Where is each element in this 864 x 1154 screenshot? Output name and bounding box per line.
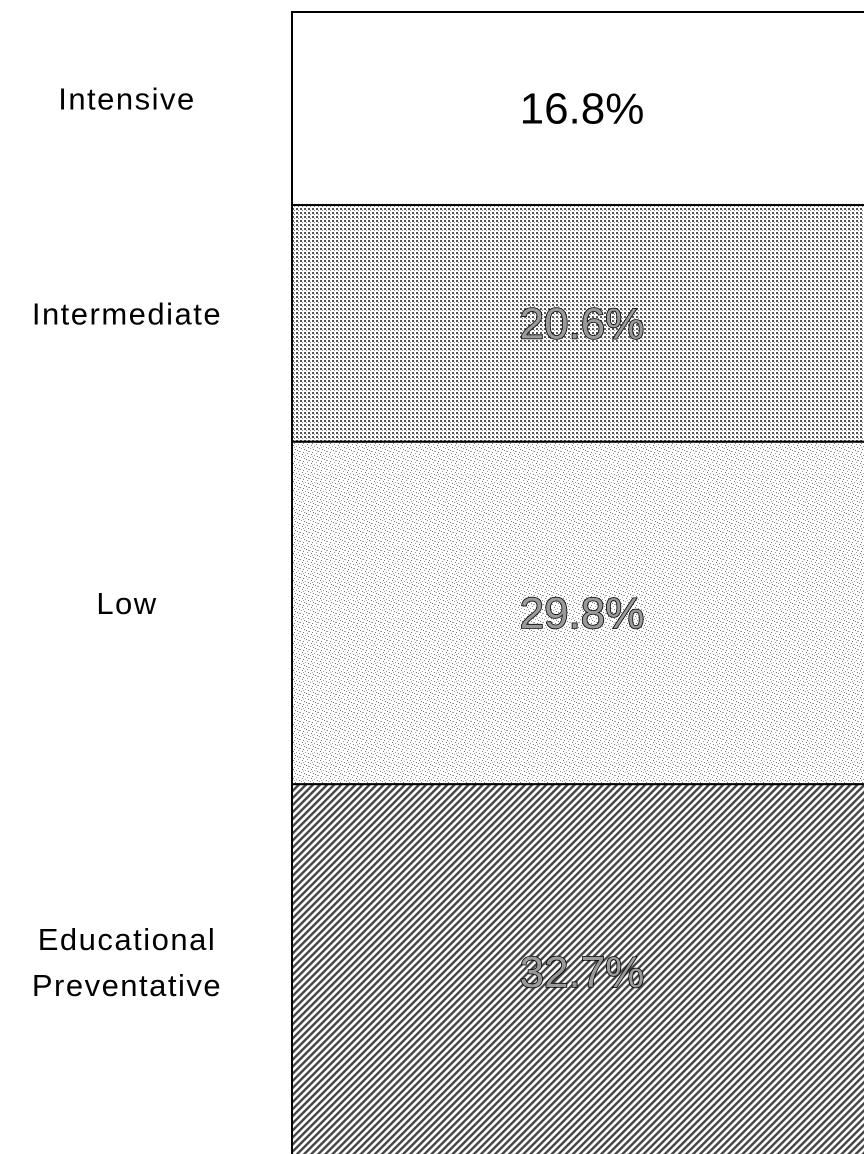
bar-segment-low	[291, 440, 864, 786]
category-label-low: Low	[96, 586, 157, 621]
value-labels: 16.8% 20.6% 29.8% 32.7%	[519, 85, 645, 998]
bar-segment-intermediate	[291, 204, 864, 443]
bar-segments	[291, 11, 864, 1154]
category-label-educational-preventative-line-2: Preventative	[32, 968, 222, 1003]
category-labels: Intensive Intermediate Low Educational Preve…	[32, 82, 222, 1004]
value-label-intensive: 16.8%	[520, 85, 645, 134]
value-label-educational-preventative: 32.7%	[520, 948, 645, 997]
bar-segment-educational-preventative	[291, 783, 864, 1154]
category-label-intermediate: Intermediate	[32, 296, 222, 331]
category-label-educational-preventative-line-1: Educational	[38, 922, 217, 957]
value-label-low: 29.8%	[520, 589, 645, 638]
value-label-intermediate: 20.6%	[520, 299, 645, 348]
bar-segment-intensive	[291, 11, 864, 207]
category-label-intensive: Intensive	[58, 82, 196, 117]
